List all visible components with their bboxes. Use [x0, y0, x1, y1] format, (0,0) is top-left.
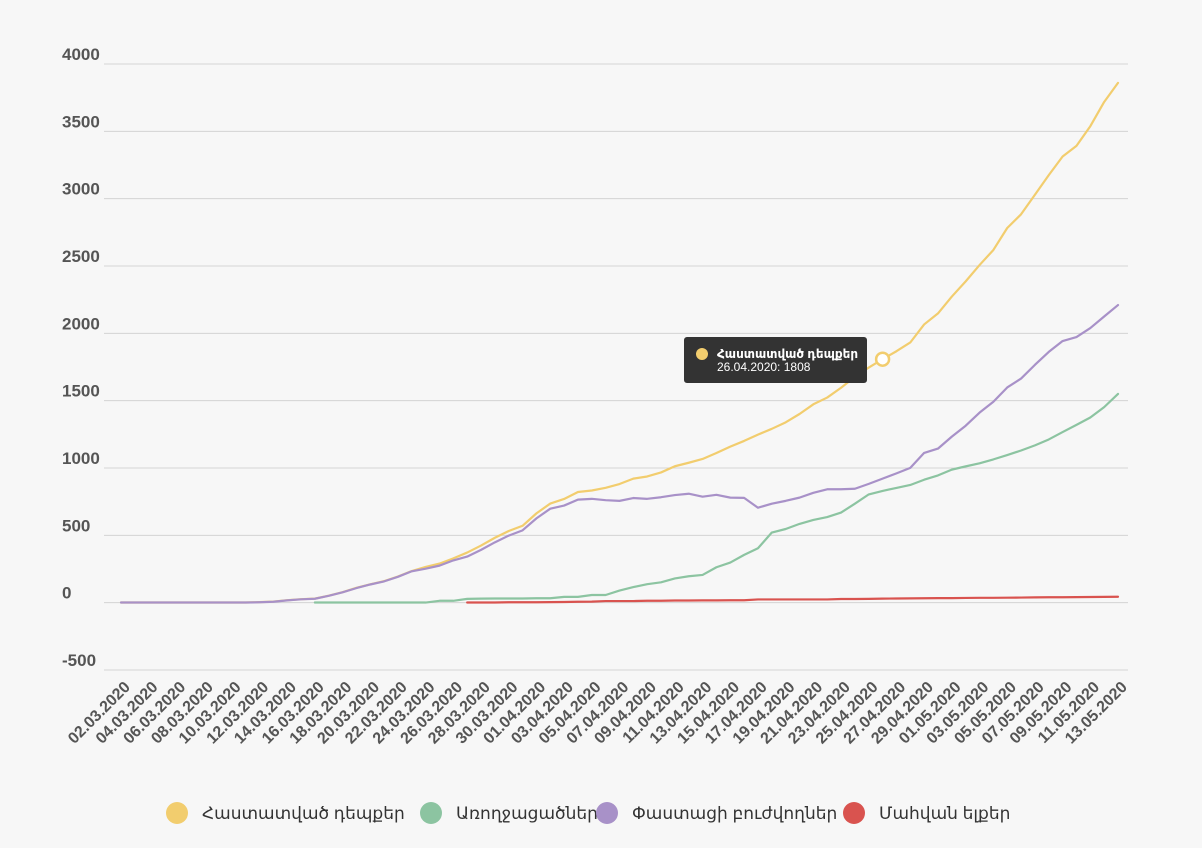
- tooltip-color-dot: [696, 348, 708, 360]
- legend-item-0[interactable]: Հաստատված դեպքեր: [166, 802, 405, 824]
- legend-label: Առողջացածներ: [456, 804, 598, 823]
- series-line-2: [119, 303, 1120, 604]
- y-tick-label: 2000: [62, 314, 100, 333]
- legend-label: Հաստատված դեպքեր: [202, 804, 405, 823]
- series-line-1: [313, 392, 1120, 604]
- legend-swatch: [843, 802, 865, 824]
- x-axis: 02.03.202004.03.202006.03.202008.03.2020…: [65, 679, 1131, 748]
- y-tick-label: 3000: [62, 180, 100, 199]
- legend-label: Մահվան ելքեր: [879, 804, 1010, 823]
- legend-swatch: [166, 802, 188, 824]
- hover-point[interactable]: [874, 351, 891, 367]
- legend[interactable]: Հաստատված դեպքեր Առողջացածներ Փաստացի բուժ…: [166, 802, 1010, 824]
- y-tick-label: 2500: [62, 247, 100, 266]
- tooltip-series-name: Հաստատված դեպքեր: [717, 347, 858, 361]
- legend-label: Փաստացի բուժվողներ: [632, 804, 837, 823]
- tooltip-value: 26.04.2020: 1808: [717, 360, 811, 374]
- y-tick-label: 4000: [62, 45, 100, 64]
- legend-swatch: [420, 802, 442, 824]
- y-tick-label: 0: [62, 584, 71, 603]
- legend-item-3[interactable]: Մահվան ելքեր: [843, 802, 1010, 824]
- y-tick-label: -500: [62, 651, 96, 670]
- tooltip-box: [684, 337, 867, 383]
- grid-lines: [104, 63, 1128, 671]
- series-line-3: [466, 595, 1120, 604]
- y-axis: 4000 3500 3000 2500 2000 1500 1000 500 0 -500: [62, 45, 100, 670]
- series-lines: [119, 81, 1120, 604]
- y-tick-label: 500: [62, 516, 90, 535]
- y-tick-label: 1000: [62, 449, 100, 468]
- legend-item-2[interactable]: Փաստացի բուժվողներ: [596, 802, 837, 824]
- y-tick-label: 3500: [62, 112, 100, 131]
- series-line-0: [119, 81, 1120, 604]
- y-tick-label: 1500: [62, 382, 100, 401]
- legend-item-1[interactable]: Առողջացածներ: [420, 802, 598, 824]
- legend-swatch: [596, 802, 618, 824]
